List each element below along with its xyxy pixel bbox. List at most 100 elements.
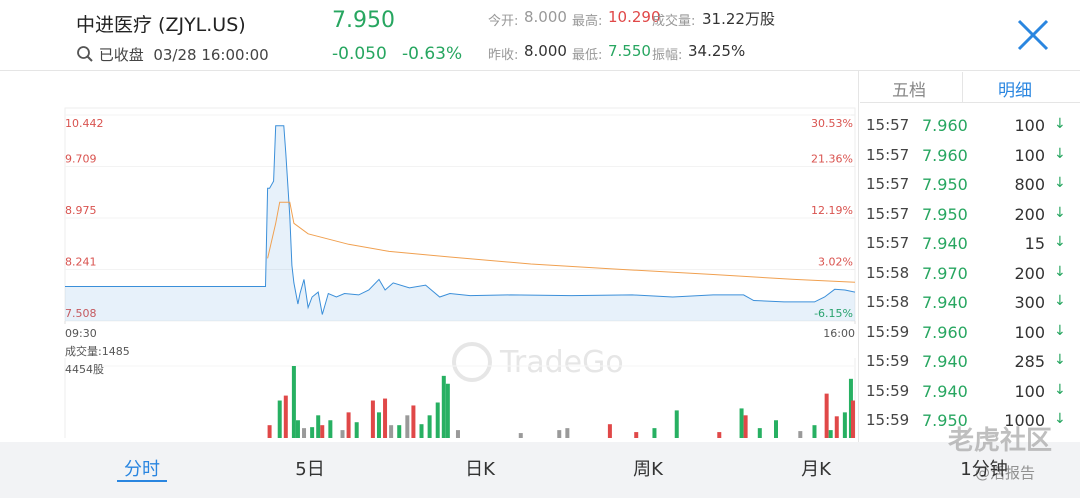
datetime: 03/28 16:00:00: [153, 46, 269, 64]
trade-volume: 15: [1024, 234, 1045, 253]
side-tab[interactable]: 五档: [892, 81, 926, 101]
status-row: 已收盘 03/28 16:00:00: [76, 44, 269, 65]
volume-bar: [774, 420, 778, 438]
trade-time: 15:59: [866, 352, 910, 370]
trade-volume: 100: [1014, 116, 1045, 135]
volume-bar: [557, 430, 562, 438]
trade-price: 7.940: [922, 234, 968, 253]
volume-label: 成交量:1485: [65, 344, 130, 358]
volume-bar: [652, 428, 657, 438]
volume-bar: [518, 433, 523, 438]
stat-label: 今开:: [488, 14, 519, 29]
status: 已收盘: [98, 46, 144, 64]
side-tab[interactable]: 明细: [998, 81, 1032, 101]
watermark-user: @活报告: [975, 464, 1036, 482]
bottom-tab[interactable]: 月K: [801, 459, 831, 480]
volume-bar: [435, 402, 440, 438]
search-icon: [77, 46, 93, 62]
trade-volume: 100: [1014, 145, 1045, 165]
stat-label: 振幅:: [652, 48, 683, 63]
average-line: [267, 201, 856, 283]
volume-bar: [383, 398, 388, 438]
trade-arrow: ↓: [1054, 263, 1066, 280]
volume-bar: [370, 400, 375, 438]
volume-bar: [328, 420, 333, 438]
watermark-brand: 老虎社区: [948, 426, 1053, 456]
trade-arrow: ↓: [1054, 293, 1066, 309]
tab-underline: [860, 102, 1080, 103]
trade-volume: 200: [1014, 263, 1045, 283]
bottom-tab[interactable]: 5日: [295, 459, 325, 480]
price: 7.950: [332, 8, 395, 33]
tab-divider: [962, 72, 963, 102]
bottom-tab[interactable]: 1分钟: [960, 459, 1008, 480]
trade-time: 15:57: [866, 234, 910, 252]
stat-label: 成交量:: [652, 14, 696, 29]
y-tick-label: 8.975: [65, 204, 97, 217]
trade-price: 7.950: [922, 175, 968, 194]
bottom-tab[interactable]: 日K: [465, 459, 495, 480]
trade-volume: 285: [1014, 352, 1045, 371]
y2-tick-label: -6.15%: [814, 307, 853, 320]
volume-bar: [316, 415, 321, 438]
volume-bar: [340, 430, 345, 438]
trade-price: 7.960: [922, 145, 968, 165]
y-tick-label: 8.241: [65, 256, 97, 269]
stat-label: 最高:: [572, 14, 603, 29]
x-tick-label: 16:00: [823, 327, 855, 340]
volume-bar: [455, 430, 460, 438]
price-area: [65, 125, 855, 321]
trade-volume: 100: [1014, 322, 1045, 342]
trade-price: 7.940: [922, 381, 968, 401]
volume-bar: [320, 425, 325, 438]
trade-arrow: ↓: [1054, 204, 1066, 221]
volume-bar: [798, 431, 803, 438]
close-button[interactable]: [1016, 18, 1050, 52]
bottom-tab[interactable]: 分时: [124, 459, 160, 480]
trade-arrow: ↓: [1054, 411, 1066, 427]
volume-bar: [848, 378, 853, 438]
trade-volume: 300: [1014, 293, 1045, 312]
trade-arrow: ↓: [1054, 234, 1066, 250]
trade-arrow: ↓: [1054, 322, 1066, 339]
volume-bar: [397, 425, 402, 438]
trade-arrow: ↓: [1054, 175, 1066, 191]
trade-time: 15:57: [866, 116, 910, 134]
y2-tick-label: 3.02%: [818, 256, 853, 269]
trade-price: 7.940: [922, 293, 968, 312]
bottom-tab[interactable]: 周K: [633, 459, 663, 480]
trade-price: 7.960: [922, 322, 968, 342]
volume-bar: [717, 432, 722, 438]
volume-bar: [812, 425, 817, 438]
volume-bar: [842, 412, 847, 438]
change-pct: -0.63%: [402, 44, 463, 64]
stock-name: 中进医疗 (ZJYL.US): [76, 14, 246, 36]
volume-bar: [277, 400, 282, 438]
volume-bar: [419, 424, 424, 438]
stat-value: 31.22万股: [702, 10, 775, 28]
volume-bar: [674, 410, 679, 438]
stat-label: 最低:: [572, 48, 603, 63]
volume-bar: [834, 416, 839, 438]
trade-arrow: ↓: [1054, 381, 1066, 398]
trade-price: 7.940: [922, 352, 968, 371]
volume-bar: [283, 395, 288, 438]
divider: [858, 70, 859, 442]
trade-volume: 200: [1014, 204, 1045, 224]
stat-value: 34.25%: [688, 42, 746, 60]
y-tick-label: 7.508: [65, 307, 97, 320]
volume-bar: [354, 422, 359, 438]
change: -0.050: [332, 44, 387, 64]
trade-time: 15:59: [866, 322, 910, 341]
stat-value: 7.550: [608, 42, 651, 60]
trade-time: 15:58: [866, 263, 910, 282]
volume-bar: [376, 412, 381, 438]
watermark: TradeGo: [499, 345, 624, 380]
trade-time: 15:59: [866, 411, 910, 429]
stat-value: 8.000: [524, 42, 567, 60]
trade-arrow: ↓: [1054, 352, 1066, 368]
stat-value: 8.000: [524, 8, 567, 26]
trade-price: 7.950: [922, 204, 968, 224]
volume-bar: [405, 415, 410, 438]
